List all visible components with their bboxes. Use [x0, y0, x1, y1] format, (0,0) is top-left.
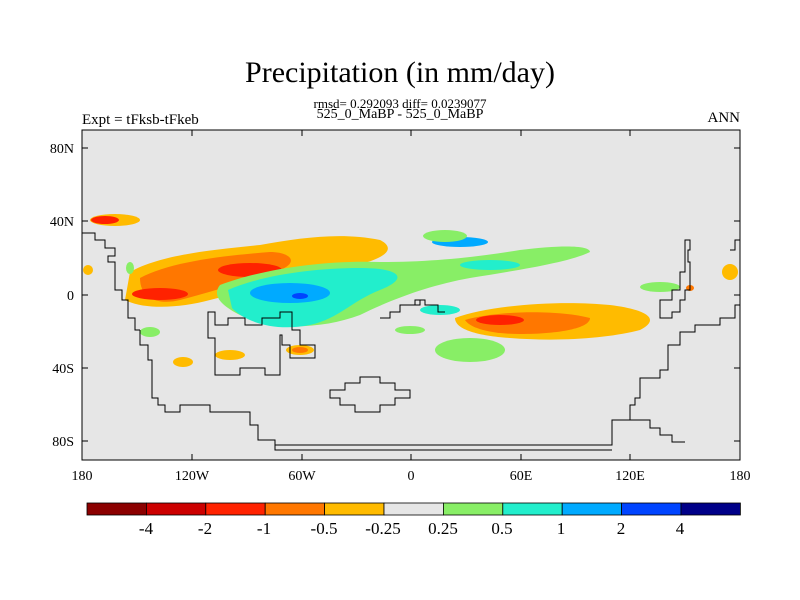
colorbar-swatch — [680, 502, 741, 516]
anomaly-patch — [435, 338, 505, 362]
colorbar-swatch — [205, 502, 266, 516]
experiment-subtitle: 525_0_MaBP - 525_0_MaBP — [316, 107, 484, 122]
anomaly-patch — [722, 264, 738, 280]
x-tick-label: 120W — [175, 469, 210, 484]
coast-line — [139, 330, 685, 446]
coast-line — [329, 376, 411, 413]
colorbar-label: 2 — [617, 519, 626, 538]
y-tick-label: 80S — [52, 435, 74, 450]
anomaly-patch — [395, 326, 425, 334]
anomaly-patch — [140, 327, 160, 337]
rmsd-diff-stats: rmsd= 0.292093 diff= 0.0239077 — [313, 96, 487, 111]
x-tick-label: 120E — [615, 469, 645, 484]
anomaly-patch — [215, 350, 245, 360]
coast-line — [82, 232, 140, 331]
x-tick-label: 0 — [408, 469, 415, 484]
colorbar-label: -0.5 — [311, 519, 338, 538]
colorbar-label: 0.25 — [428, 519, 458, 538]
anomaly-patch — [420, 305, 460, 315]
anomaly-patch — [250, 283, 330, 303]
anomaly-patch — [292, 347, 308, 353]
y-tick-label: 40S — [52, 362, 74, 377]
colorbar-swatch — [442, 502, 504, 516]
anomaly-patch — [476, 315, 524, 325]
colorbar-swatch — [264, 502, 326, 516]
coast-line — [380, 299, 445, 319]
x-tick-label: 60W — [288, 469, 316, 484]
y-tick-label: 0 — [67, 289, 74, 304]
anomaly-patch — [423, 230, 467, 242]
coast-line — [730, 239, 740, 251]
anomaly-patch — [126, 262, 134, 274]
anomaly-patch — [91, 216, 119, 224]
y-tick-label: 40N — [50, 215, 74, 230]
anomaly-patch — [173, 357, 193, 367]
colorbar-swatch — [324, 502, 385, 516]
colorbar-swatch — [86, 502, 147, 516]
y-tick-label: 80N — [50, 142, 74, 157]
colorbar-swatch — [621, 502, 682, 516]
colorbar-swatch — [561, 502, 623, 516]
coast-line — [274, 445, 612, 451]
experiment-label: Expt = tFksb-tFkeb — [82, 112, 199, 128]
coast-line — [659, 239, 691, 319]
anomaly-patch — [292, 293, 308, 299]
coast-line — [207, 311, 316, 376]
x-tick-label: 180 — [730, 469, 751, 484]
anomaly-patch — [83, 265, 93, 275]
anomaly-patch — [640, 282, 680, 292]
anomaly-fields — [83, 214, 738, 367]
coast-line — [412, 299, 425, 306]
colorbar-label: -2 — [198, 519, 212, 538]
colorbar-label: -0.25 — [365, 519, 400, 538]
coastlines — [82, 232, 740, 451]
page-title: Precipitation (in mm/day) — [245, 56, 555, 89]
colorbar-label: -1 — [257, 519, 271, 538]
colorbar-swatch — [145, 502, 207, 516]
y-tick-labels: 80N 40N 0 40S 80S — [50, 142, 74, 450]
anomaly-patch — [132, 288, 188, 300]
colorbar-label: 0.5 — [491, 519, 512, 538]
colorbar-label: -4 — [139, 519, 154, 538]
x-tick-labels: 180 120W 60W 0 60E 120E 180 — [72, 469, 751, 484]
colorbar: -4 -2 -1 -0.5 -0.25 0.25 0.5 1 2 4 — [86, 502, 741, 538]
x-tick-label: 60E — [510, 469, 533, 484]
axis-ticks — [82, 130, 740, 460]
colorbar-swatch — [502, 502, 563, 516]
season-label: ANN — [707, 110, 741, 126]
colorbar-swatch — [383, 502, 444, 516]
coast-line — [612, 304, 740, 421]
colorbar-label: 1 — [557, 519, 566, 538]
anomaly-patch — [460, 260, 520, 270]
colorbar-label: 4 — [676, 519, 685, 538]
x-tick-label: 180 — [72, 469, 93, 484]
